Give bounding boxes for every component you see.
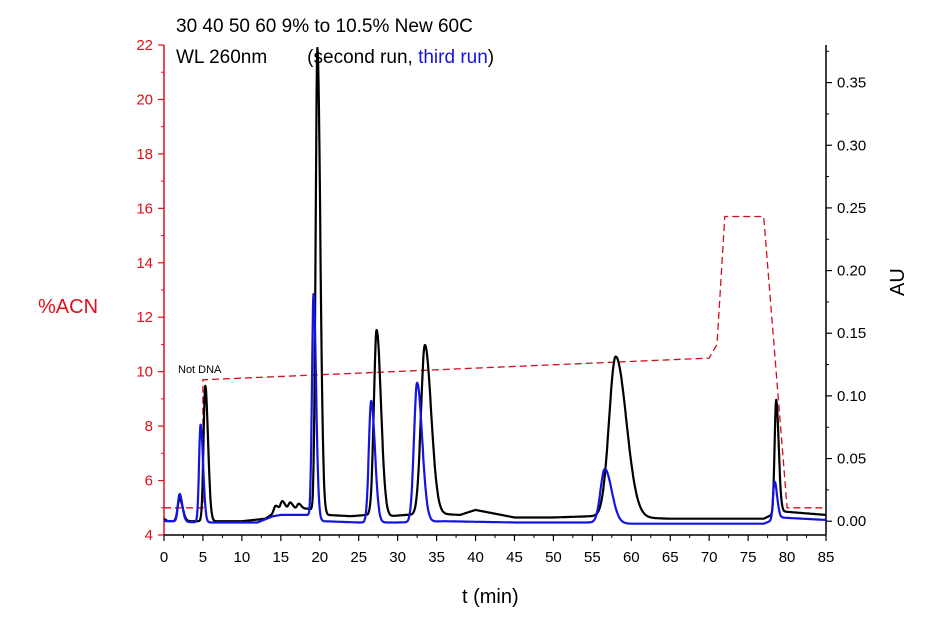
third-run-trace bbox=[163, 293, 827, 525]
chart-title-line-1: 30 40 50 60 9% to 10.5% New 60C bbox=[176, 16, 473, 37]
left-tick-label-12: 12 bbox=[136, 309, 153, 326]
gradient-line bbox=[164, 215, 826, 509]
x-tick-label-5: 5 bbox=[199, 549, 207, 566]
right-tick-label-0.20: 0.20 bbox=[837, 263, 866, 280]
right-tick-label-0.10: 0.10 bbox=[837, 388, 866, 405]
wavelength-label: WL 260nm bbox=[176, 47, 268, 68]
x-tick-label-85: 85 bbox=[818, 549, 835, 566]
x-axis-label: t (min) bbox=[462, 586, 519, 608]
chart-plot-area bbox=[163, 46, 827, 525]
chart-axes bbox=[163, 45, 827, 536]
left-tick-label-20: 20 bbox=[136, 91, 153, 108]
not-dna-annotation: Not DNA bbox=[178, 364, 222, 376]
x-tick-label-25: 25 bbox=[350, 549, 367, 566]
legend-text-open: (second run, bbox=[307, 47, 419, 68]
right-tick-label-0.05: 0.05 bbox=[837, 451, 866, 468]
left-axis-label: %ACN bbox=[38, 296, 99, 318]
right-axis-label: AU bbox=[887, 268, 909, 296]
x-tick-label-50: 50 bbox=[545, 549, 562, 566]
left-tick-label-18: 18 bbox=[136, 146, 153, 163]
second-run-trace bbox=[163, 46, 827, 523]
chart-ticks: 0 5 10 15 20 25 30 35 40 45 50 55 60 65 70 75 80 85 4 6 8 10 1… bbox=[136, 37, 866, 566]
right-tick-label-0.30: 0.30 bbox=[837, 137, 866, 154]
legend-text-close: ) bbox=[487, 47, 495, 68]
x-tick-label-60: 60 bbox=[623, 549, 640, 566]
right-tick-label-0.25: 0.25 bbox=[837, 200, 866, 217]
x-tick-label-55: 55 bbox=[584, 549, 601, 566]
left-tick-label-22: 22 bbox=[136, 37, 153, 54]
right-tick-label-0.00: 0.00 bbox=[837, 513, 866, 530]
x-tick-label-0: 0 bbox=[160, 549, 168, 566]
x-tick-label-45: 45 bbox=[506, 549, 523, 566]
legend-third-run: third run bbox=[418, 47, 488, 68]
left-tick-label-10: 10 bbox=[136, 364, 153, 381]
left-tick-label-4: 4 bbox=[145, 527, 153, 544]
x-tick-label-30: 30 bbox=[389, 549, 406, 566]
x-tick-label-10: 10 bbox=[234, 549, 251, 566]
left-tick-label-14: 14 bbox=[136, 255, 153, 272]
left-tick-label-6: 6 bbox=[145, 473, 153, 490]
x-tick-label-65: 65 bbox=[662, 549, 679, 566]
right-tick-label-0.15: 0.15 bbox=[837, 325, 866, 342]
x-tick-label-15: 15 bbox=[272, 549, 289, 566]
x-tick-label-40: 40 bbox=[467, 549, 484, 566]
x-tick-label-20: 20 bbox=[311, 549, 328, 566]
right-tick-label-0.35: 0.35 bbox=[837, 75, 866, 92]
left-tick-label-16: 16 bbox=[136, 200, 153, 217]
left-tick-label-8: 8 bbox=[145, 418, 153, 435]
x-tick-label-35: 35 bbox=[428, 549, 445, 566]
x-tick-label-70: 70 bbox=[701, 549, 718, 566]
chart-title-line-2: WL 260nm (second run, third run) bbox=[176, 47, 494, 69]
x-tick-label-80: 80 bbox=[779, 549, 796, 566]
x-tick-label-75: 75 bbox=[740, 549, 757, 566]
